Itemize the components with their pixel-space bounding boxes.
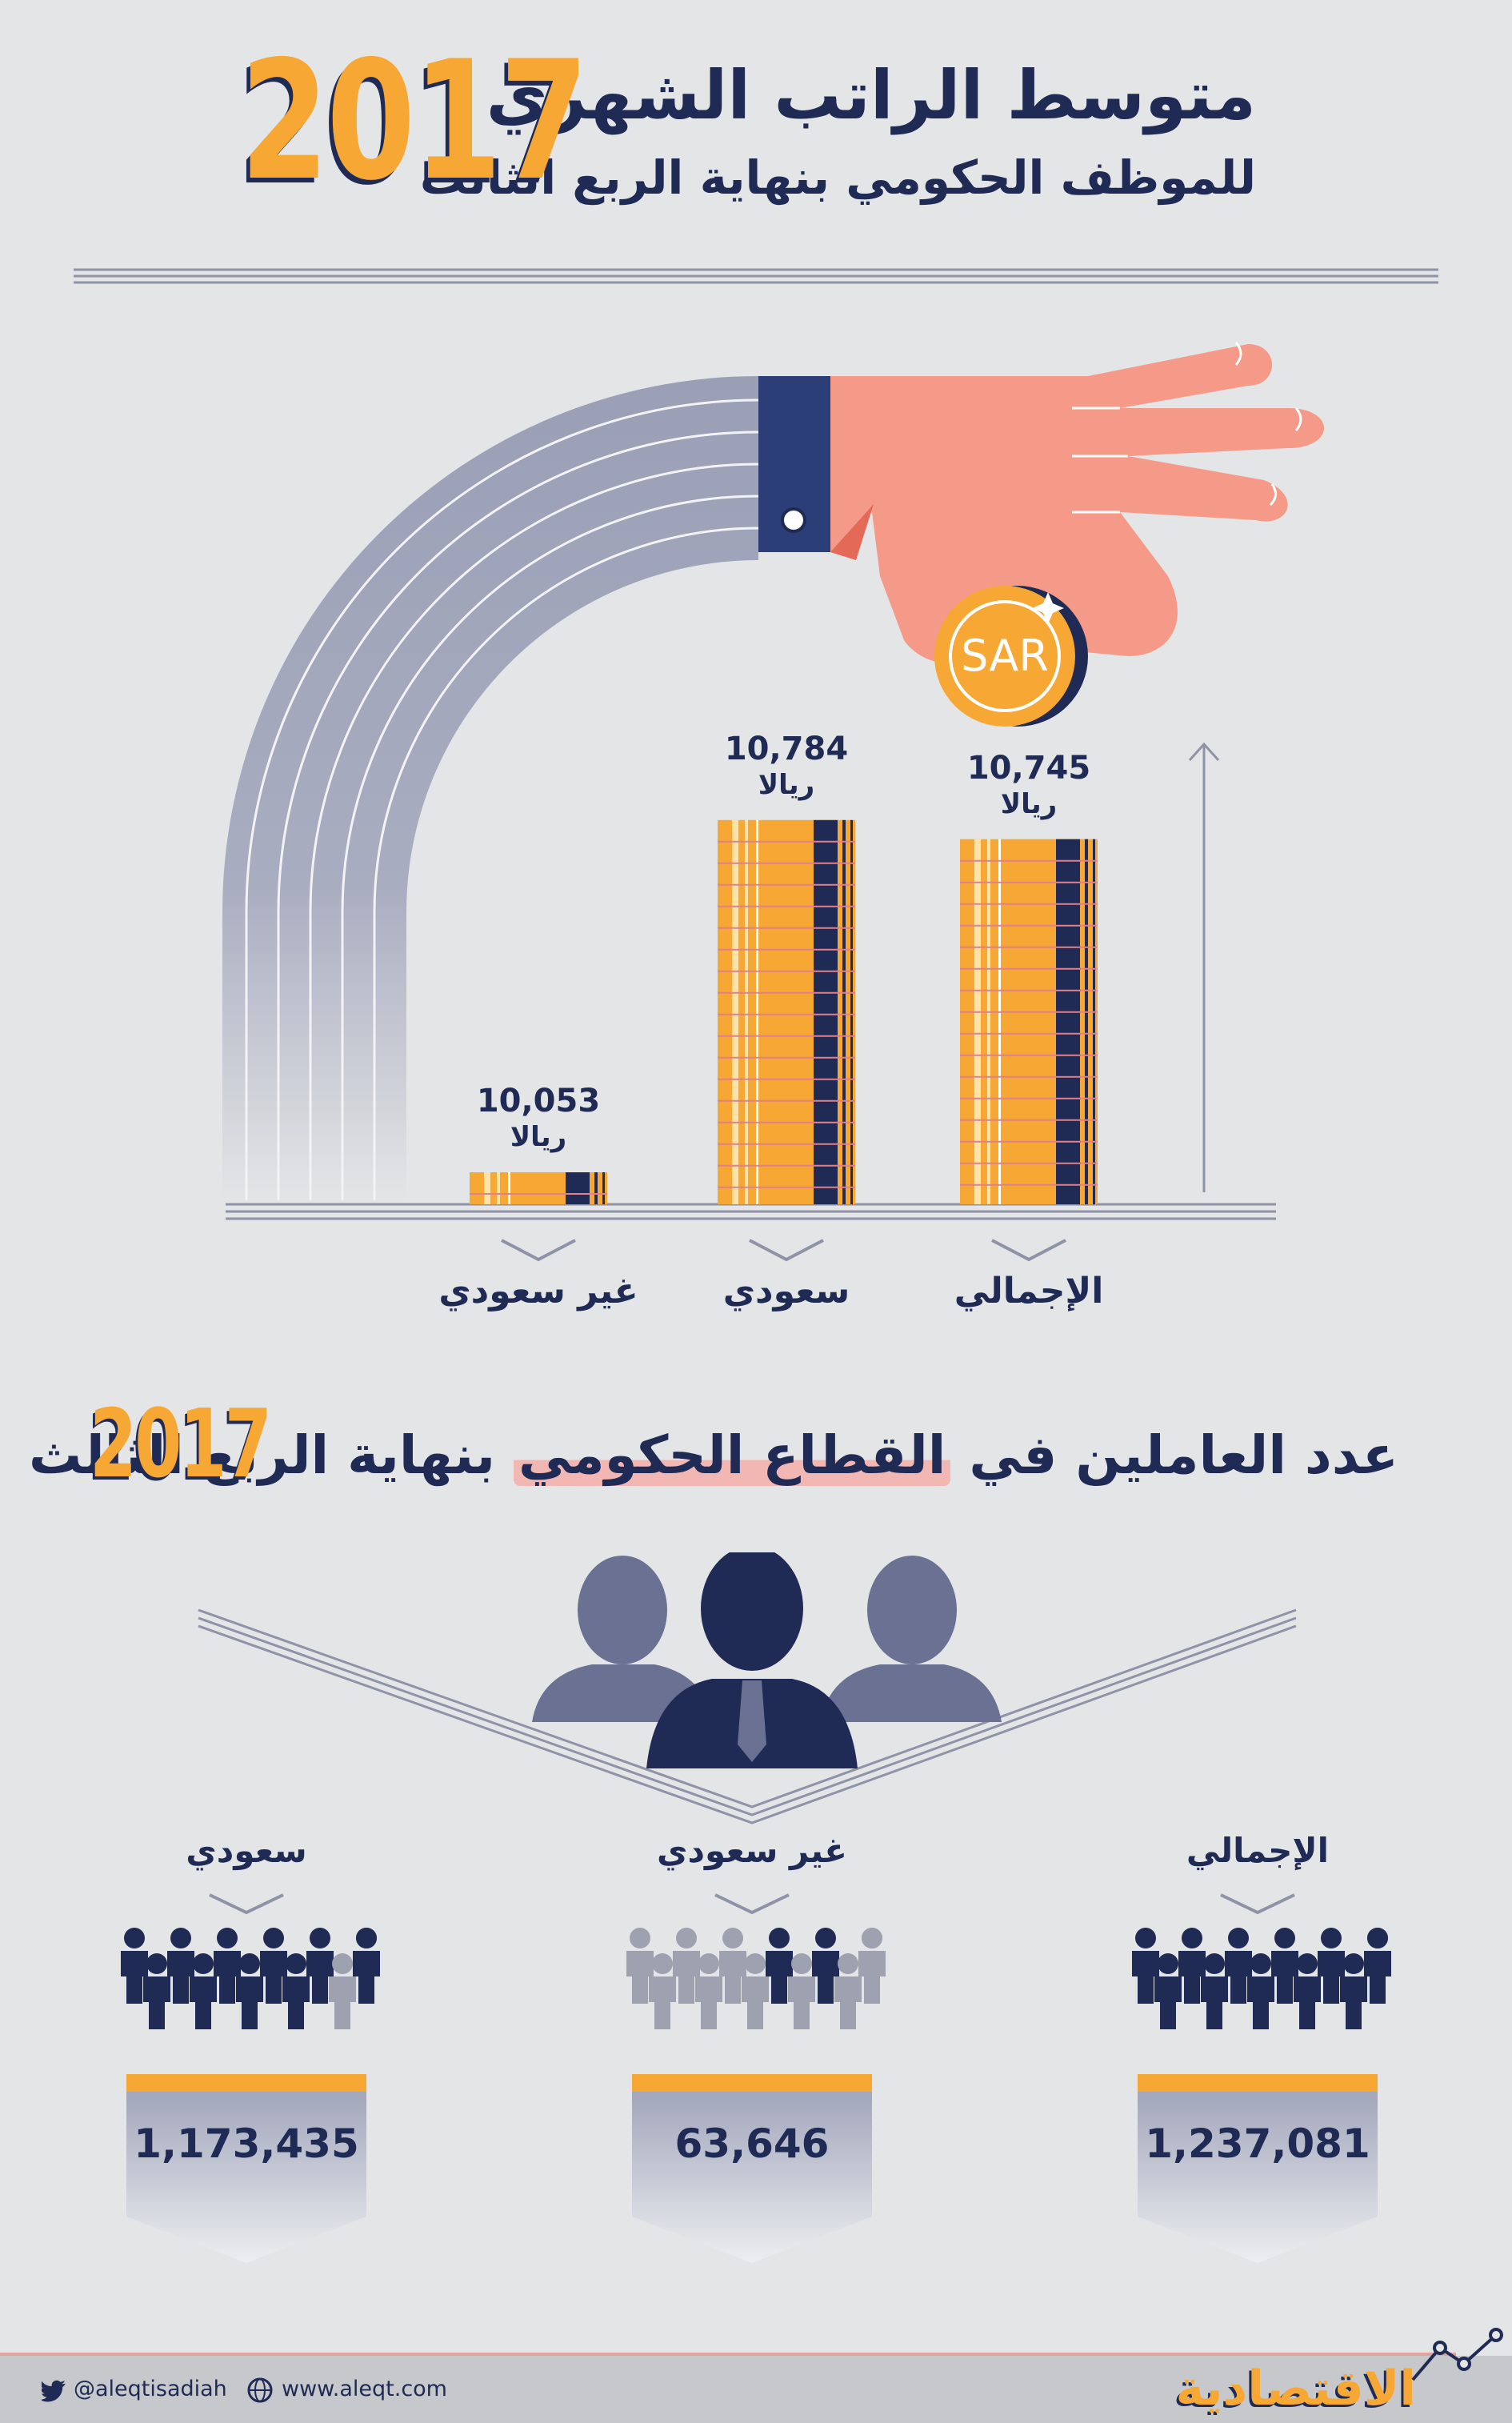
employee-count-value: 1,237,081 (1145, 2121, 1370, 2167)
employee-value-box (126, 2074, 366, 2263)
bar-value-label: 10,053 (476, 1083, 601, 1119)
person-center-icon (646, 1552, 858, 1768)
sar-coin-icon: SAR (934, 586, 1088, 727)
bar-value-label: 10,784 (724, 730, 849, 767)
coin-label: SAR (961, 631, 1049, 681)
twitter-icon[interactable] (42, 2378, 69, 2402)
category-chevron-icon (749, 1239, 824, 1262)
employee-count-value: 1,173,435 (134, 2121, 359, 2167)
brand-logo-graph-icon (1411, 2328, 1503, 2381)
website-link[interactable]: www.aleqt.com (282, 2377, 447, 2401)
employees-title-part2: بنهاية الربع الثالث (29, 1424, 495, 1486)
people-group-icon (626, 1893, 886, 2029)
hand-icon (830, 342, 1324, 665)
category-label: غير سعودي (438, 1271, 638, 1312)
bar-value-label: 10,745 (966, 749, 1091, 787)
chart-baseline (226, 1203, 1276, 1220)
category-label: الإجمالي (954, 1271, 1104, 1312)
employee-group-label: سعودي (186, 1831, 307, 1870)
footer-accent-line (0, 2353, 1456, 2356)
employees-title: عدد العاملين في القطاع الحكومي بنهاية ال… (29, 1424, 1398, 1486)
v-divider (198, 1608, 1297, 1824)
employee-group-label: غير سعودي (657, 1831, 847, 1870)
employee-value-box (632, 2074, 872, 2263)
page-title: متوسط الراتب الشهري (486, 56, 1256, 134)
bar-0 (470, 1172, 607, 1204)
bar-unit-label: ريالا (1000, 787, 1058, 820)
employee-group-label: الإجمالي (1186, 1831, 1330, 1870)
brand-logo: الاقتصادية (1175, 2361, 1416, 2417)
bar-2 (960, 839, 1098, 1204)
category-label: سعودي (722, 1271, 850, 1312)
header-divider (74, 268, 1438, 284)
category-chevron-icon (991, 1239, 1066, 1262)
year-badge: 2017 (240, 26, 589, 217)
employee-count-value: 63,646 (674, 2121, 830, 2167)
category-chevron-icon (501, 1239, 576, 1262)
employee-value-box (1138, 2074, 1378, 2263)
twitter-handle[interactable]: @aleqtisadiah (74, 2377, 227, 2401)
bar-unit-label: ريالا (758, 768, 815, 801)
employees-year-badge: 2017 (90, 1388, 272, 1499)
salary-chart: SAR (222, 342, 1324, 1262)
cuff-button (781, 507, 806, 533)
bar-unit-label: ريالا (510, 1121, 567, 1153)
bar-1 (718, 819, 855, 1204)
up-arrow-icon (1188, 742, 1220, 1192)
employees-title-highlight: القطاع الحكومي (513, 1424, 951, 1486)
sleeve-arc (222, 376, 759, 1200)
page-subtitle: للموظف الحكومي بنهاية الربع الثالث (419, 150, 1256, 205)
people-illustration (198, 1552, 1297, 1824)
globe-icon[interactable] (246, 2377, 274, 2404)
person-right-icon (821, 1556, 1002, 1722)
employees-title-part1: عدد العاملين في (969, 1424, 1398, 1486)
people-group-icon (1132, 1893, 1391, 2029)
people-group-icon (121, 1893, 380, 2029)
